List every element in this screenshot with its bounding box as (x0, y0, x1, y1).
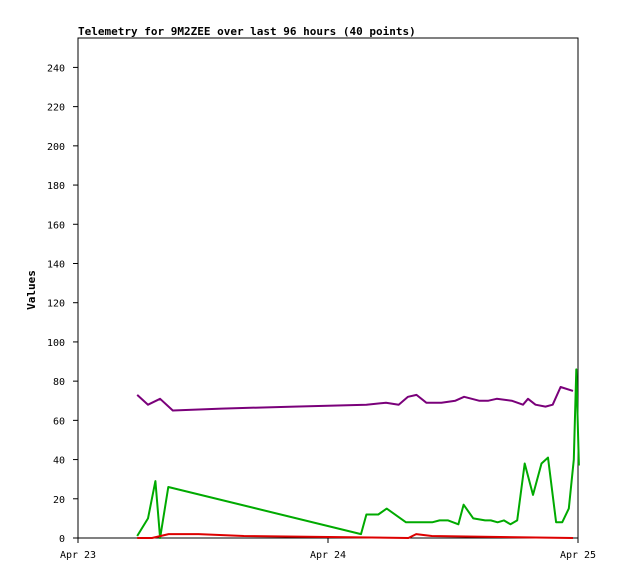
x-tick-label: Apr 23 (60, 550, 96, 561)
y-tick-label: 80 (53, 377, 65, 388)
y-tick-label: 100 (47, 338, 65, 349)
chart-title: Telemetry for 9M2ZEE over last 96 hours … (78, 25, 416, 38)
y-tick-label: 20 (53, 495, 65, 506)
series-line-3 (137, 533, 574, 539)
y-tick-label: 240 (47, 63, 65, 74)
y-tick-label: 40 (53, 456, 65, 467)
series-line-2 (136, 368, 580, 539)
x-tick-label: Apr 24 (310, 550, 346, 561)
y-tick-label: 160 (47, 220, 65, 231)
y-tick-label: 180 (47, 181, 65, 192)
y-axis: 0 20 40 60 80 100 120 140 160 180 200 220 240 (47, 63, 78, 545)
x-tick-label: Apr 25 (560, 550, 596, 561)
y-tick-label: 60 (53, 416, 65, 427)
plot-frame (77, 37, 579, 539)
y-tick-label: 220 (47, 103, 65, 114)
y-axis-label: Values (25, 270, 38, 310)
y-tick-label: 120 (47, 299, 65, 310)
y-tick-label: 140 (47, 259, 65, 270)
series-line-1 (136, 386, 574, 412)
y-tick-label: 200 (47, 142, 65, 153)
y-tick-label: 0 (59, 534, 65, 545)
x-axis: Apr 23 Apr 24 Apr 25 (60, 538, 596, 561)
series-layer (136, 368, 580, 539)
